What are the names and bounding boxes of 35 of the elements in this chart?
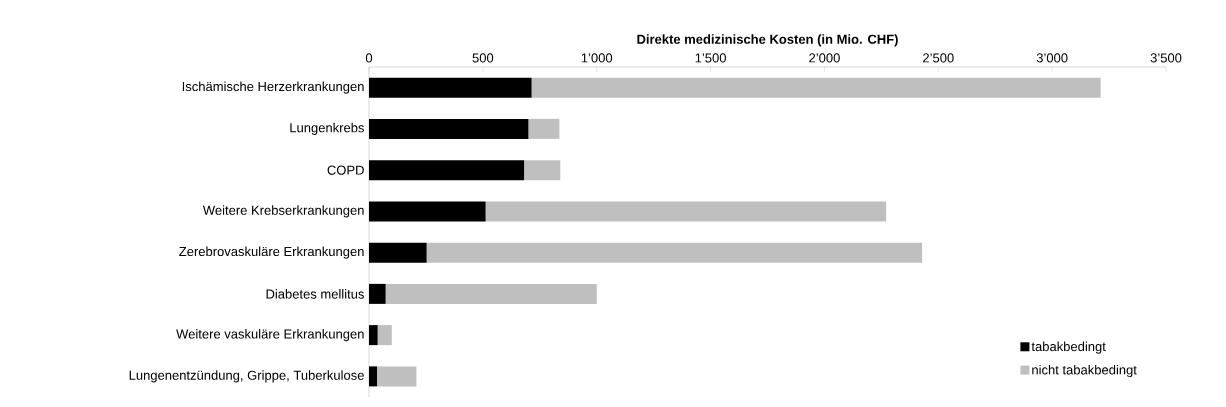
bar (385, 283, 597, 304)
x-tick-label: 500 (472, 53, 494, 63)
x-tick-label: 0 (365, 53, 373, 63)
x-tick-label: 3’000 (1036, 53, 1068, 63)
y-tick-label: Lungenkrebs (290, 122, 364, 135)
y-tick-label: Lungenentzündung, Grippe, Tuberkulose (129, 370, 364, 383)
bar (369, 201, 486, 222)
bar (369, 325, 378, 346)
bar (524, 160, 561, 181)
bar (528, 118, 560, 139)
x-tick-label: 3’500 (1150, 53, 1182, 63)
bar (369, 283, 386, 304)
bar (369, 118, 529, 139)
x-tick-label: 2’500 (923, 53, 954, 63)
bar (369, 160, 525, 181)
y-tick-label: Diabetes mellitus (266, 289, 364, 299)
bar (369, 366, 377, 387)
y-tick-label: Weitere vaskuläre Erkrankungen (176, 329, 364, 342)
bar (376, 366, 417, 387)
bar (485, 201, 887, 222)
y-tick-label: Ischämische Herzerkrankungen (182, 81, 364, 94)
legend-label: nicht tabakbedingt (1032, 364, 1137, 378)
y-tick-label: Zerebrovaskuläre Erkrankungen (179, 246, 364, 259)
x-tick-label: 1’000 (581, 53, 613, 63)
x-tick-label: 2’000 (809, 53, 840, 63)
legend-label: tabakbedingt (1031, 341, 1106, 354)
y-tick-label: COPD (327, 165, 364, 175)
bar (426, 242, 923, 263)
x-axis-title: Direkte medizinische Kosten (in Mio. CHF) (637, 34, 898, 47)
bar (377, 325, 392, 346)
bar (369, 77, 532, 98)
x-tick-label: 1’500 (695, 53, 726, 63)
bar (369, 242, 427, 263)
y-tick-label: Weitere Krebserkrankungen (202, 205, 364, 218)
bar (531, 77, 1101, 98)
